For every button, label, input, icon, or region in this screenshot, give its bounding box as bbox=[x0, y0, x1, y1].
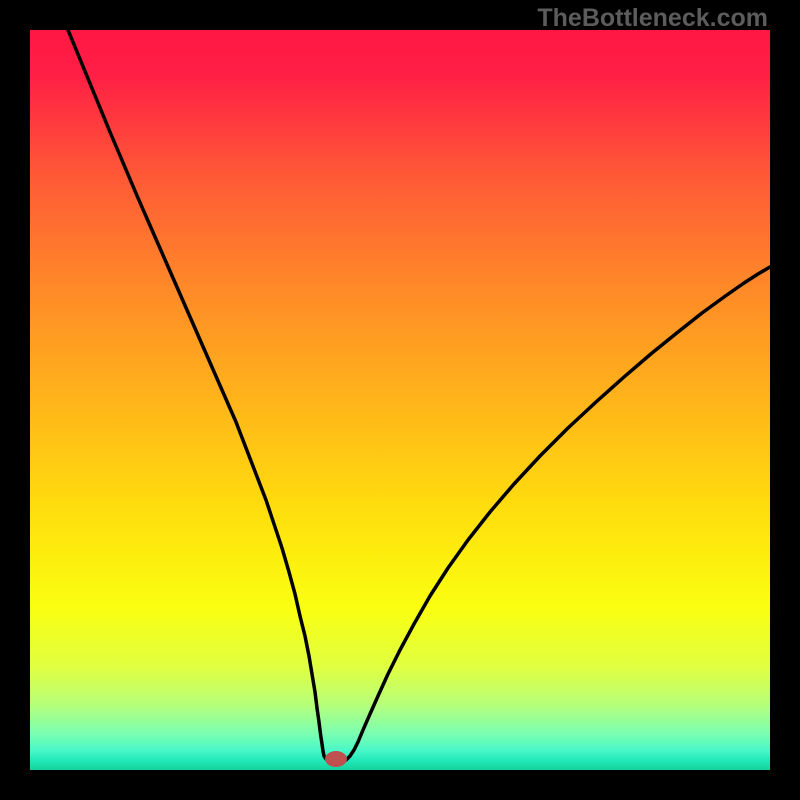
chart-frame: TheBottleneck.com bbox=[0, 0, 800, 800]
gradient-background bbox=[30, 30, 770, 770]
watermark-text: TheBottleneck.com bbox=[537, 4, 768, 33]
minimum-marker bbox=[325, 751, 347, 767]
plot-svg bbox=[30, 30, 770, 770]
plot-area bbox=[30, 30, 770, 770]
